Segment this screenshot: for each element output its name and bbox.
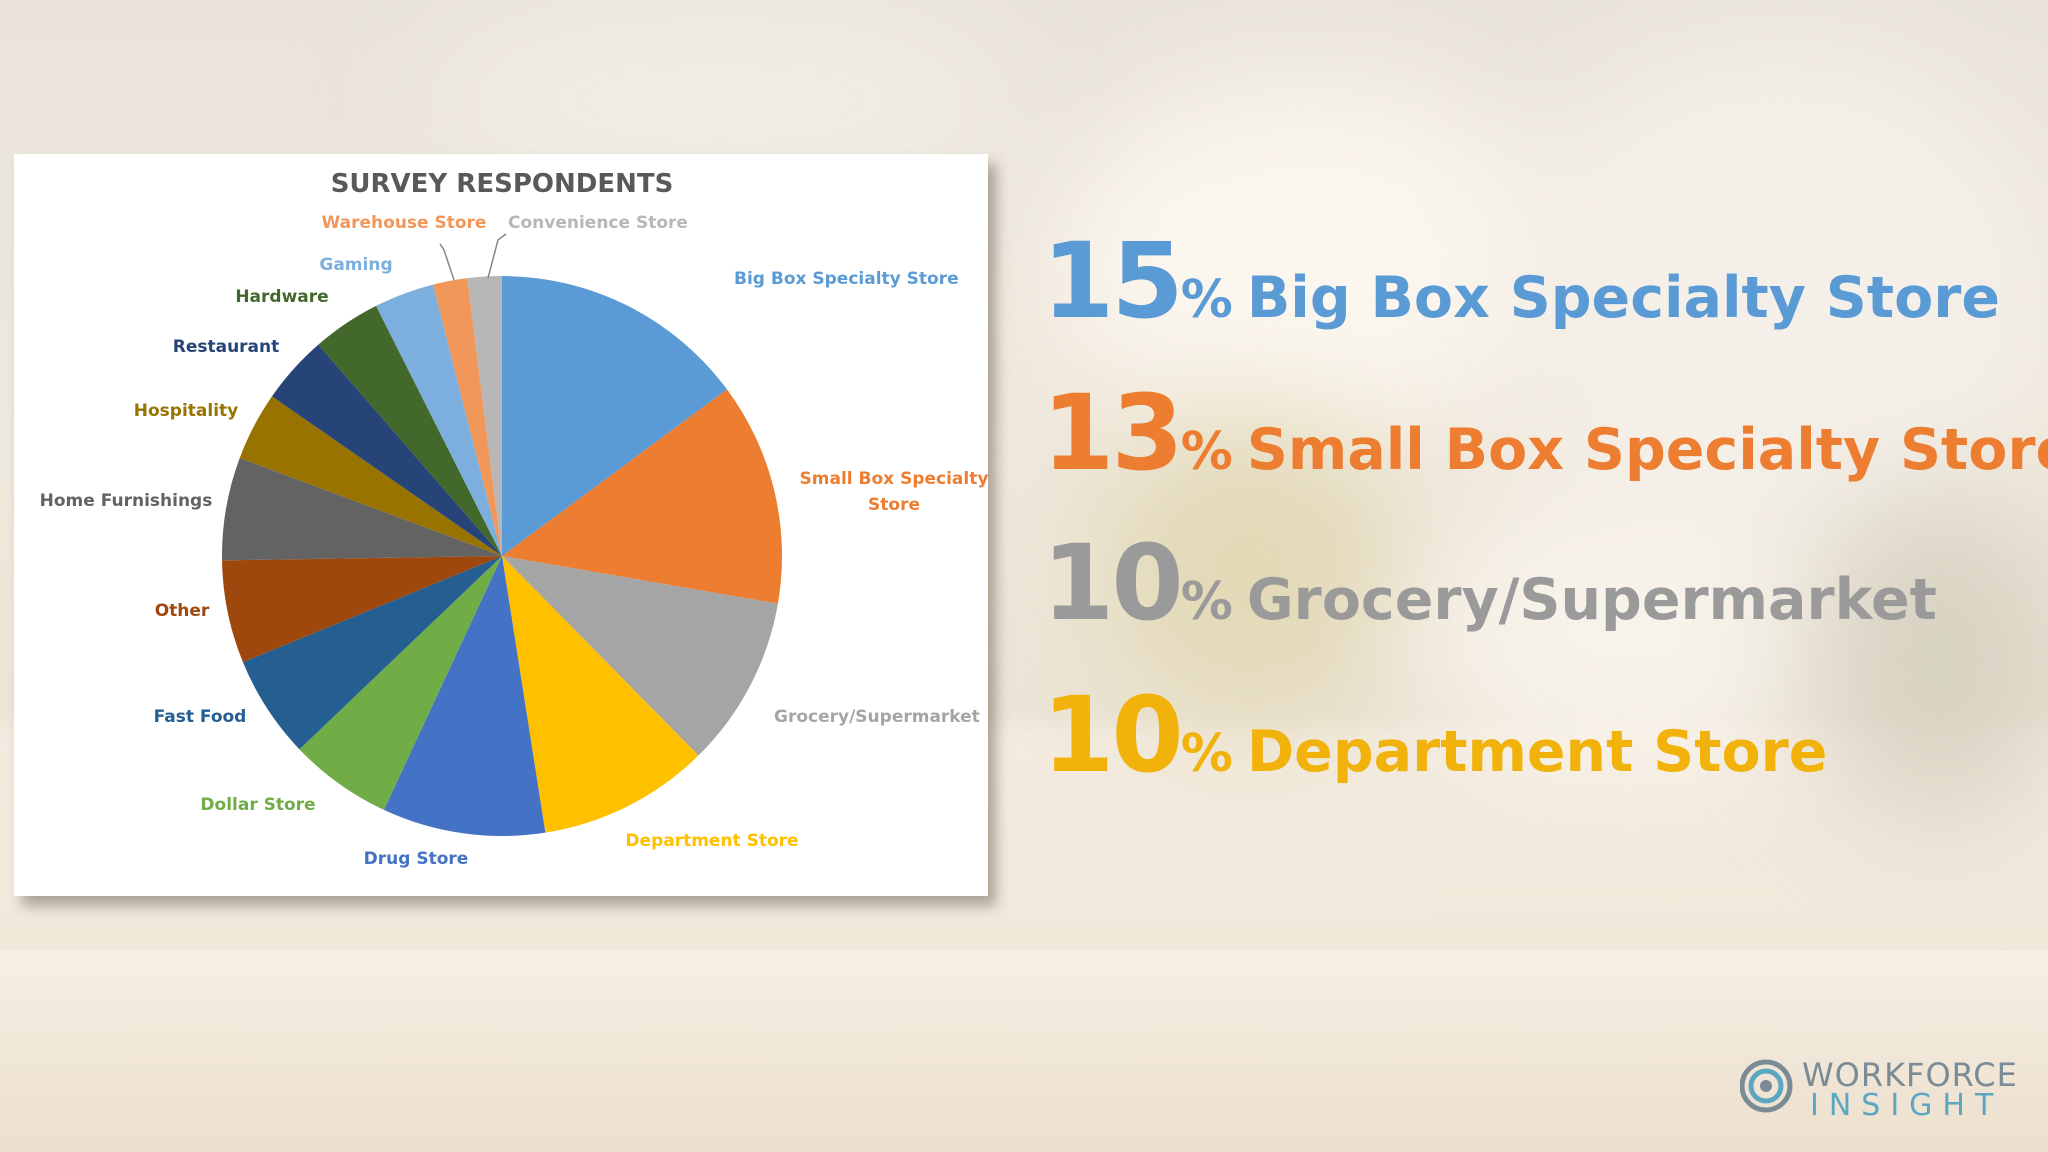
pie-slice-big-box-specialty-store: [502, 276, 727, 556]
stat-number: 13: [1042, 372, 1184, 494]
stat-number: 10: [1042, 674, 1184, 796]
stat-label: Small Box Specialty Store: [1246, 417, 2048, 483]
stat-label: Grocery/Supermarket: [1246, 567, 1937, 633]
slice-label: Hospitality: [134, 401, 238, 421]
leader-line: [439, 243, 455, 281]
slice-label: Restaurant: [173, 337, 280, 357]
stat-percent-sign: %: [1180, 572, 1233, 632]
slice-label: Grocery/Supermarket: [774, 707, 980, 727]
slice-label: Warehouse Store: [322, 213, 487, 233]
pie-chart-card: SURVEY RESPONDENTS Big Box Specialty Sto…: [14, 154, 988, 896]
slice-label: Other: [155, 601, 210, 621]
pie-slice-hardware: [318, 305, 502, 556]
pie-slice-warehouse-store: [433, 278, 502, 556]
pie-slice-small-box-specialty-store: [502, 389, 782, 604]
pie-slice-other: [222, 556, 502, 663]
stat-row-4: 10% Department Store: [1042, 674, 1827, 796]
chart-title: SURVEY RESPONDENTS: [331, 169, 674, 199]
pie-slice-grocery-supermarket: [502, 556, 778, 756]
pie-chart: SURVEY RESPONDENTS Big Box Specialty Sto…: [40, 169, 988, 869]
stat-number: 15: [1042, 220, 1184, 342]
slice-label: Department Store: [625, 831, 798, 851]
pie-slice-department-store: [502, 556, 699, 833]
pie-slice-convenience-store: [467, 276, 502, 556]
stat-percent-sign: %: [1180, 270, 1233, 330]
slice-label: Home Furnishings: [40, 491, 213, 511]
counter-surface: [0, 950, 2048, 1152]
stat-row-1: 15% Big Box Specialty Store: [1042, 220, 2000, 342]
logo-line-2: INSIGHT: [1810, 1088, 2004, 1123]
stat-percent-sign: %: [1180, 422, 1233, 482]
slice-label: Dollar Store: [200, 795, 315, 815]
leader-line: [487, 233, 507, 279]
slice-label: Hardware: [235, 287, 328, 307]
stat-row-3: 10% Grocery/Supermarket: [1042, 522, 1937, 644]
pie-slice-dollar-store: [299, 556, 502, 810]
slice-label: Store: [868, 495, 920, 515]
workforce-insight-logo: WORKFORCE INSIGHT: [1740, 1052, 2017, 1123]
pie-slice-drug-store: [383, 556, 546, 836]
stat-percent-sign: %: [1180, 724, 1233, 784]
pie-slice-fast-food: [242, 556, 502, 750]
pie-slice-restaurant: [271, 344, 502, 556]
stat-number: 10: [1042, 522, 1184, 644]
slice-label: Fast Food: [154, 707, 247, 727]
pie-slice-home-furnishings: [221, 457, 502, 561]
slice-label: Small Box Specialty: [800, 469, 988, 489]
target-icon: [1740, 1059, 1793, 1113]
slice-label: Drug Store: [364, 849, 469, 869]
slice-label: Big Box Specialty Store: [734, 269, 959, 289]
slice-label: Gaming: [319, 255, 392, 275]
pie-slice-gaming: [376, 284, 502, 556]
stat-label: Big Box Specialty Store: [1246, 265, 2001, 331]
stat-row-2: 13% Small Box Specialty Store: [1042, 372, 2048, 494]
logo-line-1: WORKFORCE: [1802, 1056, 2018, 1094]
stat-label: Department Store: [1246, 719, 1828, 785]
slice-label: Convenience Store: [508, 213, 688, 233]
pie-slice-hospitality: [239, 396, 502, 556]
